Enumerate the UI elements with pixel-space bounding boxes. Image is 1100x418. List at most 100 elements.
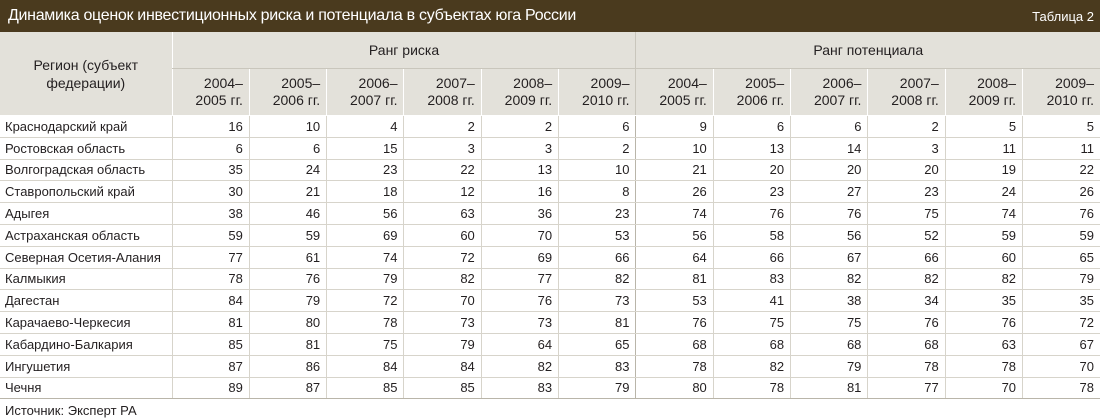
risk-rank-cell: 24 — [248, 159, 327, 182]
potential-rank-cell: 10 — [635, 137, 714, 160]
region-column-header: Регион (субъект федерации) — [0, 32, 173, 116]
risk-rank-cell: 16 — [480, 180, 559, 204]
potential-rank-cell: 23 — [867, 180, 946, 204]
table-body: Краснодарский край 16 10 4 2 2 6 9 6 6 2 5 5 Ростовск… — [0, 115, 1100, 400]
region-name-cell: Ростовская область — [0, 137, 173, 160]
risk-rank-cell: 18 — [326, 180, 404, 204]
risk-rank-cell: 64 — [480, 333, 559, 356]
potential-rank-cell: 66 — [867, 246, 946, 269]
region-name-cell: Карачаево-Черкесия — [0, 311, 173, 334]
data-table: Регион (субъект федерации) Ранг риска Ра… — [0, 32, 1100, 400]
risk-rank-cell: 73 — [403, 311, 482, 334]
risk-rank-cell: 56 — [326, 202, 404, 225]
period-end: 2008 гг. — [427, 92, 475, 108]
period-header-row: 2004– 2005 гг. 2005– 2006 гг. 2006– 2007 гг. 2… — [0, 68, 1100, 116]
risk-rank-cell: 35 — [171, 159, 250, 182]
region-name-cell: Краснодарский край — [0, 115, 173, 138]
potential-rank-cell: 79 — [790, 355, 868, 378]
potential-rank-cell: 76 — [712, 202, 791, 225]
table-row: Чечня 89 87 85 85 83 79 80 78 81 77 70 78 — [0, 377, 1100, 400]
risk-rank-cell: 77 — [480, 268, 559, 291]
potential-rank-cell: 13 — [712, 137, 791, 160]
risk-rank-cell: 69 — [326, 224, 404, 247]
potential-rank-cell: 72 — [1022, 311, 1100, 334]
risk-group-header: Ранг риска — [171, 32, 636, 69]
risk-rank-cell: 83 — [558, 355, 636, 378]
risk-rank-cell: 77 — [171, 246, 250, 269]
period-end: 2005 гг. — [195, 92, 243, 108]
risk-rank-cell: 85 — [326, 377, 404, 400]
region-name-cell: Дагестан — [0, 289, 173, 313]
potential-period-header: 2006– 2007 гг. — [790, 68, 868, 116]
risk-rank-cell: 81 — [558, 311, 636, 334]
table-number: Таблица 2 — [1032, 8, 1094, 24]
potential-rank-cell: 20 — [790, 159, 868, 182]
risk-rank-cell: 78 — [171, 268, 250, 291]
potential-rank-cell: 38 — [790, 289, 868, 313]
potential-rank-cell: 83 — [712, 268, 791, 291]
potential-rank-cell: 75 — [712, 311, 791, 334]
period-end: 2006 гг. — [272, 92, 321, 108]
risk-rank-cell: 38 — [171, 202, 250, 225]
region-name-cell: Чечня — [0, 377, 173, 400]
table-row: Дагестан 84 79 72 70 76 73 53 41 38 34 35 35 — [0, 289, 1100, 313]
risk-rank-cell: 59 — [171, 224, 250, 247]
potential-rank-cell: 11 — [1022, 137, 1100, 160]
period-start: 2007– — [435, 75, 475, 91]
period-start: 2005– — [281, 75, 321, 91]
table-row: Краснодарский край 16 10 4 2 2 6 9 6 6 2 5 5 — [0, 115, 1100, 138]
potential-rank-cell: 76 — [1022, 202, 1100, 225]
potential-rank-cell: 78 — [1022, 377, 1100, 400]
risk-rank-cell: 2 — [558, 137, 636, 160]
risk-rank-cell: 69 — [480, 246, 559, 269]
potential-rank-cell: 59 — [944, 224, 1023, 247]
potential-rank-cell: 70 — [944, 377, 1023, 400]
risk-rank-cell: 87 — [171, 355, 250, 378]
region-name-cell: Северная Осетия-Алания — [0, 246, 173, 269]
potential-period-header: 2005– 2006 гг. — [712, 68, 791, 116]
period-end: 2005 гг. — [659, 92, 707, 108]
potential-rank-cell: 81 — [790, 377, 868, 400]
risk-rank-cell: 6 — [171, 137, 250, 160]
risk-rank-cell: 79 — [326, 268, 404, 291]
region-name-cell: Волгоградская область — [0, 159, 173, 182]
potential-rank-cell: 67 — [790, 246, 868, 269]
region-name-cell: Кабардино-Балкария — [0, 333, 173, 356]
risk-rank-cell: 75 — [326, 333, 404, 356]
risk-rank-cell: 70 — [480, 224, 559, 247]
potential-rank-cell: 34 — [867, 289, 946, 313]
potential-rank-cell: 68 — [712, 333, 791, 356]
potential-rank-cell: 68 — [635, 333, 714, 356]
potential-period-header: 2007– 2008 гг. — [867, 68, 946, 116]
potential-rank-cell: 14 — [790, 137, 868, 160]
table-title: Динамика оценок инвестиционных риска и п… — [8, 7, 576, 24]
risk-rank-cell: 21 — [248, 180, 327, 204]
risk-rank-cell: 72 — [403, 246, 482, 269]
risk-rank-cell: 81 — [248, 333, 327, 356]
potential-rank-cell: 75 — [867, 202, 946, 225]
risk-rank-cell: 80 — [248, 311, 327, 334]
risk-rank-cell: 6 — [558, 115, 636, 138]
potential-rank-cell: 64 — [635, 246, 714, 269]
potential-rank-cell: 58 — [712, 224, 791, 247]
risk-rank-cell: 74 — [326, 246, 404, 269]
risk-rank-cell: 83 — [480, 377, 559, 400]
potential-rank-cell: 6 — [712, 115, 791, 138]
potential-rank-cell: 22 — [1022, 159, 1100, 182]
risk-rank-cell: 73 — [480, 311, 559, 334]
risk-rank-cell: 36 — [480, 202, 559, 225]
risk-rank-cell: 70 — [403, 289, 482, 313]
risk-rank-cell: 46 — [248, 202, 327, 225]
potential-rank-cell: 60 — [944, 246, 1023, 269]
potential-rank-cell: 67 — [1022, 333, 1100, 356]
risk-rank-cell: 63 — [403, 202, 482, 225]
potential-rank-cell: 26 — [635, 180, 714, 204]
risk-rank-cell: 76 — [480, 289, 559, 313]
potential-rank-cell: 81 — [635, 268, 714, 291]
table-title-bar: Динамика оценок инвестиционных риска и п… — [0, 0, 1100, 32]
risk-rank-cell: 10 — [248, 115, 327, 138]
risk-rank-cell: 61 — [248, 246, 327, 269]
potential-rank-cell: 9 — [635, 115, 714, 138]
risk-rank-cell: 82 — [480, 355, 559, 378]
period-start: 2005– — [745, 75, 785, 91]
